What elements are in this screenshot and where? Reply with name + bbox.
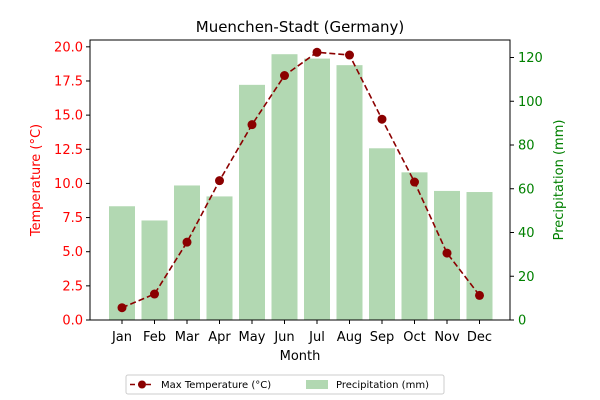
temperature-point-jun (280, 71, 289, 81)
legend-bar-label: Precipitation (mm) (336, 380, 429, 391)
temperature-point-jul (312, 47, 322, 57)
precip-bar-mar (174, 185, 200, 320)
bars-layer (109, 54, 493, 320)
temperature-point-jan (117, 303, 127, 313)
x-tick-label-oct: Oct (403, 330, 425, 345)
y-left-tick-label: 20.0 (54, 40, 83, 55)
y-left-tick-label: 10.0 (54, 177, 83, 192)
y-left-tick-label: 17.5 (54, 74, 83, 89)
x-tick-label-sep: Sep (370, 330, 395, 345)
legend-line-marker (138, 380, 146, 389)
temperature-line (121, 51, 481, 309)
temperature-point-apr (215, 176, 224, 186)
precip-bar-jan (109, 206, 135, 320)
precip-bar-dec (466, 192, 493, 320)
temperature-point-oct (410, 177, 419, 187)
y-left-tick-label: 0.0 (62, 314, 83, 329)
y-left-tick-label: 7.5 (62, 211, 83, 226)
y-left-tick-label: 12.5 (54, 143, 83, 158)
x-tick-label-jan: Jan (111, 330, 132, 345)
temperature-point-may (247, 120, 257, 130)
y-left-tick-label: 15.0 (54, 109, 83, 124)
y-right-tick-label: 0 (518, 314, 526, 329)
x-tick-label-nov: Nov (434, 330, 460, 345)
precip-bar-oct (401, 172, 428, 320)
x-tick-label-jul: Jul (308, 330, 325, 345)
temperature-point-feb (150, 289, 159, 299)
y-axis-left: 0.0 2.5 5.0 7.5 10.0 12.5 15.0 17.5 20.0 (54, 40, 90, 329)
legend-line-label: Max Temperature (°C) (161, 380, 271, 391)
y-left-tick-label: 2.5 (62, 279, 83, 294)
precip-bar-feb (141, 220, 168, 320)
y-axis-right: 0 20 40 60 80 100 120 (510, 51, 543, 329)
y-right-tick-label: 80 (518, 139, 535, 154)
precip-bar-may (239, 84, 265, 320)
y-right-tick-label: 40 (518, 226, 535, 241)
y-left-axis-title: Temperature (°C) (29, 124, 44, 237)
x-axis: Jan Feb Mar Apr May Jun Jul Aug Sep Oct Nov Dec (111, 320, 492, 345)
x-tick-label-jun: Jun (273, 330, 294, 345)
x-tick-label-dec: Dec (467, 330, 492, 345)
temperature-point-nov (442, 248, 452, 258)
x-tick-label-may: May (239, 330, 266, 345)
precip-bar-sep (369, 148, 395, 320)
precip-bar-jun (271, 54, 298, 320)
x-axis-title: Month (280, 349, 321, 364)
y-right-tick-label: 100 (518, 95, 543, 110)
x-tick-label-feb: Feb (143, 330, 166, 345)
precip-bar-aug (336, 65, 363, 320)
y-right-tick-label: 120 (518, 51, 543, 66)
x-tick-label-aug: Aug (337, 330, 362, 345)
precip-bar-jul (304, 58, 330, 320)
legend: Max Temperature (°C) Precipitation (mm) (125, 374, 445, 395)
temperature-point-dec (475, 290, 484, 300)
x-tick-label-apr: Apr (208, 330, 231, 345)
legend-frame (125, 374, 445, 395)
plot-frame (89, 39, 511, 321)
chart-title: Muenchen-Stadt (Germany) (196, 18, 405, 36)
temperature-point-sep (377, 114, 387, 124)
y-left-tick-label: 5.0 (62, 245, 83, 260)
line-layer (117, 47, 484, 313)
temperature-point-aug (345, 50, 354, 60)
precip-bar-apr (206, 196, 233, 320)
x-tick-label-mar: Mar (175, 330, 200, 345)
y-right-tick-label: 60 (518, 182, 535, 197)
legend-bar-swatch (306, 380, 328, 389)
temperature-point-mar (182, 237, 192, 247)
y-right-tick-label: 20 (518, 270, 535, 285)
y-right-axis-title: Precipitation (mm) (552, 120, 567, 241)
